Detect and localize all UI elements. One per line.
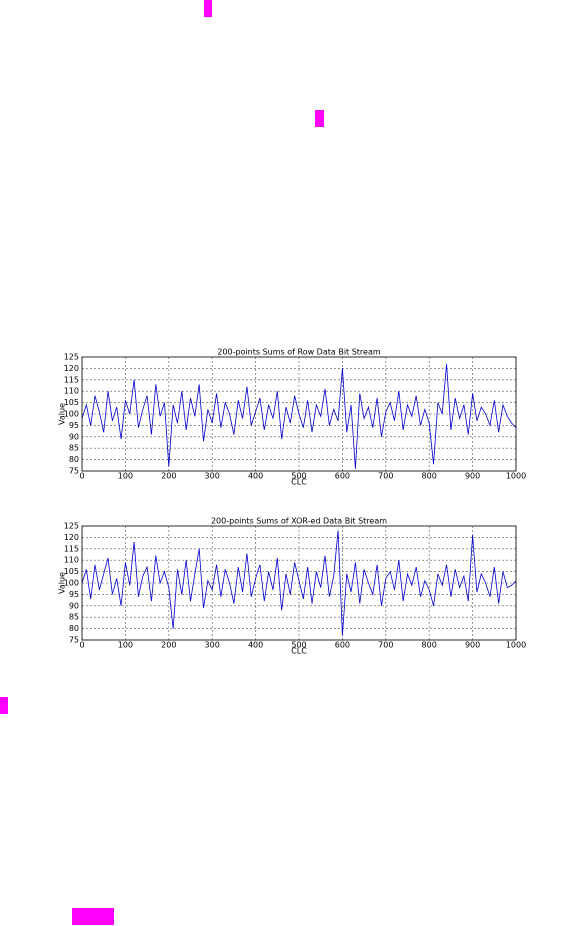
x-axis-label: CLC (291, 647, 307, 656)
y-tick-label: 125 (64, 522, 79, 531)
y-axis-label: Value (58, 572, 67, 594)
x-tick-label: 0 (79, 641, 84, 650)
chart-title: 200-points Sums of XOR-ed Data Bit Strea… (211, 517, 387, 526)
y-tick-label: 120 (64, 533, 79, 542)
x-tick-label: 800 (422, 641, 437, 650)
marker (204, 0, 212, 17)
y-tick-label: 85 (69, 444, 79, 453)
y-tick-label: 110 (64, 387, 79, 396)
data-line (81, 530, 517, 636)
x-tick-label: 800 (422, 472, 437, 481)
y-tick-label: 90 (69, 432, 79, 441)
x-tick-label: 400 (248, 472, 263, 481)
marker (0, 697, 8, 714)
y-tick-label: 100 (64, 410, 79, 419)
plot-frame (81, 356, 517, 472)
x-tick-label: 700 (378, 641, 393, 650)
x-tick-label: 500 (291, 641, 306, 650)
marker (72, 908, 114, 925)
x-tick-label: 100 (118, 641, 133, 650)
x-tick-label: 200 (161, 472, 176, 481)
y-tick-label: 95 (69, 421, 79, 430)
x-tick-label: 300 (205, 641, 220, 650)
x-tick-label: 300 (205, 472, 220, 481)
x-axis-label: CLC (291, 478, 307, 487)
y-tick-label: 105 (64, 567, 79, 576)
y-tick-label: 85 (69, 613, 79, 622)
y-tick-label: 105 (64, 398, 79, 407)
data-line (81, 363, 517, 469)
x-tick-label: 400 (248, 641, 263, 650)
x-tick-label: 900 (465, 641, 480, 650)
marker (315, 110, 324, 127)
y-tick-label: 75 (69, 467, 79, 476)
x-tick-label: 500 (291, 472, 306, 481)
chart-title: 200-points Sums of Row Data Bit Stream (217, 348, 381, 357)
y-tick-label: 100 (64, 579, 79, 588)
y-tick-label: 80 (69, 624, 79, 633)
y-axis-label: Value (58, 403, 67, 425)
x-tick-label: 600 (335, 641, 350, 650)
x-tick-label: 200 (161, 641, 176, 650)
y-tick-label: 125 (64, 353, 79, 362)
y-tick-label: 90 (69, 601, 79, 610)
x-tick-label: 1000 (506, 641, 526, 650)
x-tick-label: 0 (79, 472, 84, 481)
x-tick-label: 100 (118, 472, 133, 481)
y-tick-label: 110 (64, 556, 79, 565)
x-tick-label: 600 (335, 472, 350, 481)
x-tick-label: 1000 (506, 472, 526, 481)
x-tick-label: 700 (378, 472, 393, 481)
plot-frame (81, 525, 517, 641)
y-tick-label: 95 (69, 590, 79, 599)
y-tick-label: 120 (64, 364, 79, 373)
y-tick-label: 115 (64, 544, 79, 553)
y-tick-label: 75 (69, 636, 79, 645)
y-tick-label: 80 (69, 455, 79, 464)
x-tick-label: 900 (465, 472, 480, 481)
y-tick-label: 115 (64, 375, 79, 384)
